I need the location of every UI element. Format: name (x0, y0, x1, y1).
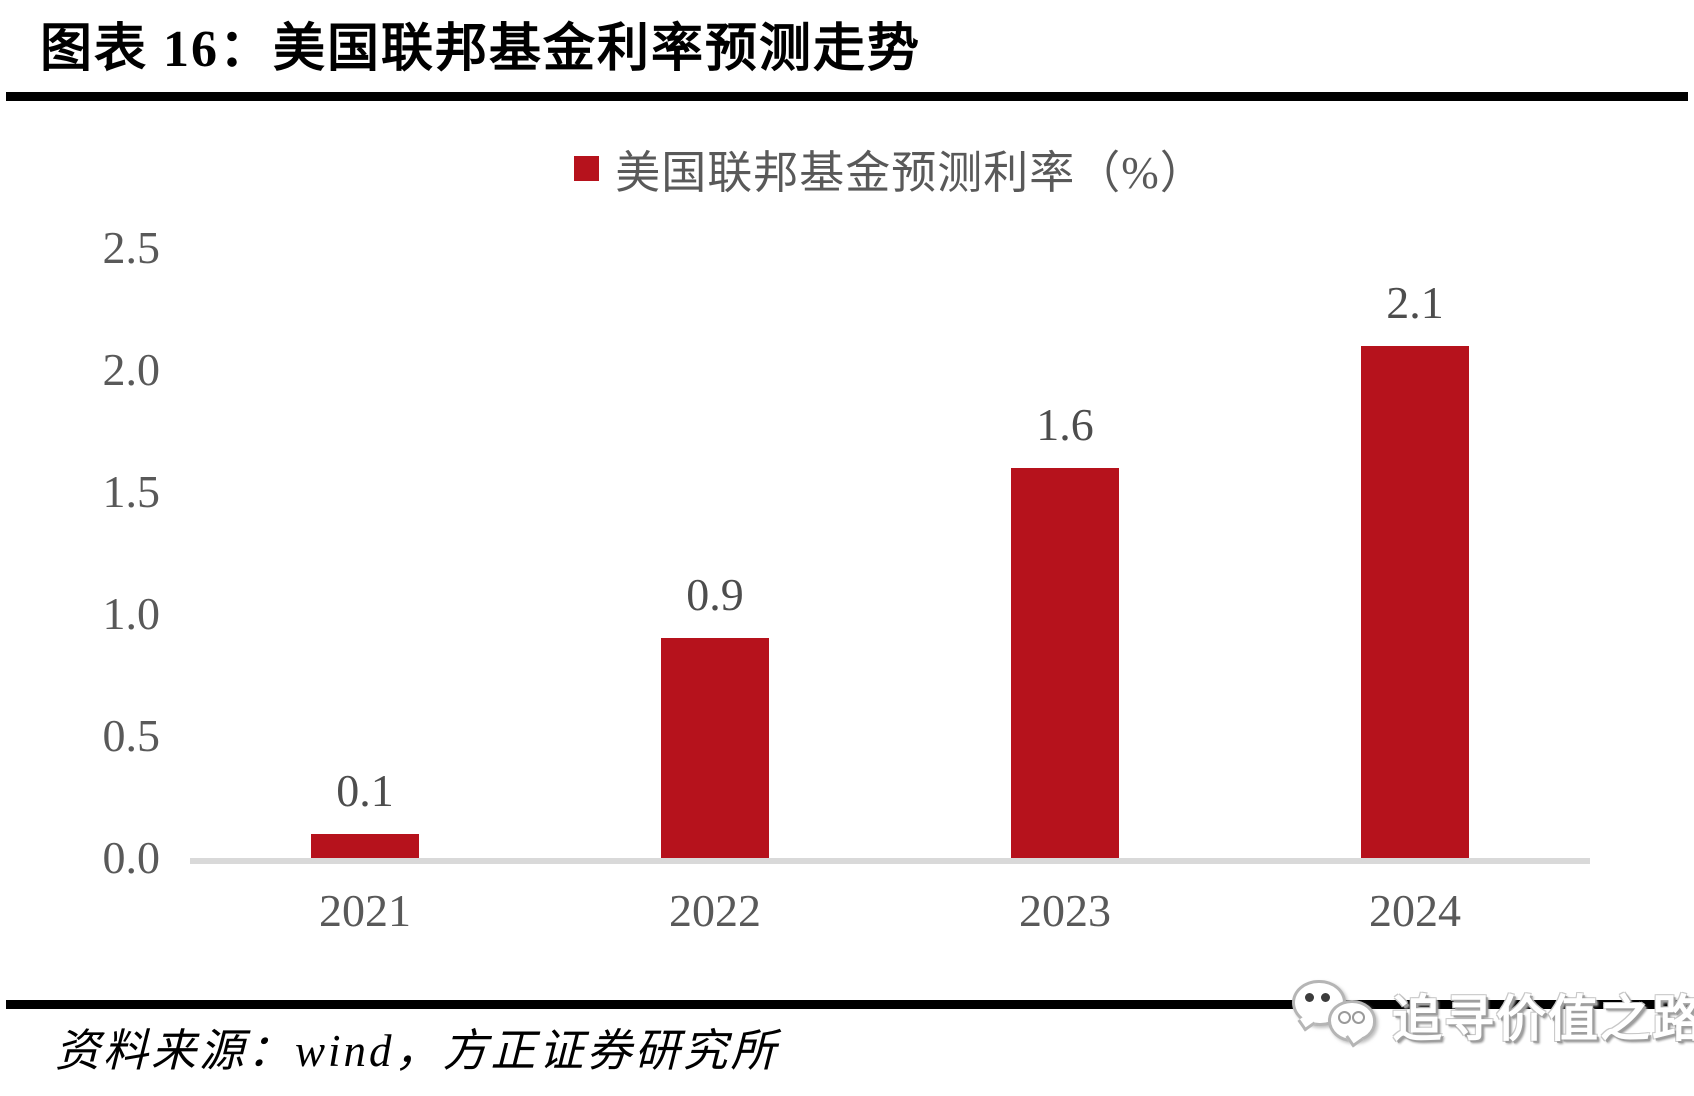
bar-2023 (1011, 468, 1119, 858)
bar-group-2022: 0.9 (540, 248, 890, 858)
wechat-icon (1290, 978, 1386, 1052)
y-tick: 2.5 (102, 222, 161, 273)
bar-group-2023: 1.6 (890, 248, 1240, 858)
y-tick: 0.5 (102, 710, 161, 761)
y-tick: 1.5 (102, 466, 161, 517)
watermark: 追寻价值之路 (1290, 978, 1694, 1052)
source-note: 资料来源：wind，方正证券研究所 (55, 1026, 779, 1076)
figure-title: 图表 16：美国联邦基金利率预测走势 (40, 21, 922, 78)
y-axis: 2.5 2.0 1.5 1.0 0.5 0.0 (20, 225, 161, 881)
bar-2024 (1361, 346, 1469, 858)
bar-group-2024: 2.1 (1240, 248, 1590, 858)
x-tick: 2022 (669, 885, 761, 936)
data-label: 1.6 (1036, 399, 1094, 450)
x-tick: 2021 (319, 885, 411, 936)
data-label: 0.9 (686, 569, 744, 620)
y-tick: 2.0 (102, 344, 161, 395)
y-tick: 0.0 (102, 832, 161, 883)
data-label: 0.1 (336, 765, 394, 816)
x-tick: 2023 (1019, 885, 1111, 936)
watermark-text: 追寻价值之路 (1392, 991, 1694, 1047)
title-divider-line (6, 92, 1688, 101)
plot-area: 0.1 0.9 1.6 2.1 (190, 248, 1590, 864)
x-tick: 2024 (1369, 885, 1461, 936)
legend-swatch-icon (574, 156, 600, 181)
bar-2021 (311, 834, 419, 858)
y-tick: 1.0 (102, 588, 161, 639)
bar-2022 (661, 638, 769, 858)
legend-label: 美国联邦基金预测利率（%） (615, 148, 1206, 198)
footer-divider-line (6, 1000, 1694, 1009)
chat-bubble-icon (1328, 1000, 1376, 1042)
data-label: 2.1 (1386, 277, 1444, 328)
x-axis: 2021 2022 2023 2024 (190, 888, 1590, 934)
bar-group-2021: 0.1 (190, 248, 540, 858)
chart-legend: 美国联邦基金预测利率（%） (190, 136, 1590, 201)
